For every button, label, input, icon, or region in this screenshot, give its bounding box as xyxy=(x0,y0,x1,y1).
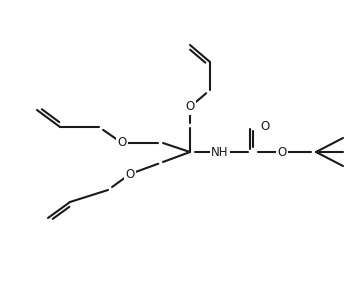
Text: O: O xyxy=(185,100,195,114)
Text: NH: NH xyxy=(211,146,229,158)
Text: O: O xyxy=(278,146,287,158)
Text: O: O xyxy=(125,168,135,180)
Text: O: O xyxy=(118,136,127,150)
Text: O: O xyxy=(261,120,270,132)
